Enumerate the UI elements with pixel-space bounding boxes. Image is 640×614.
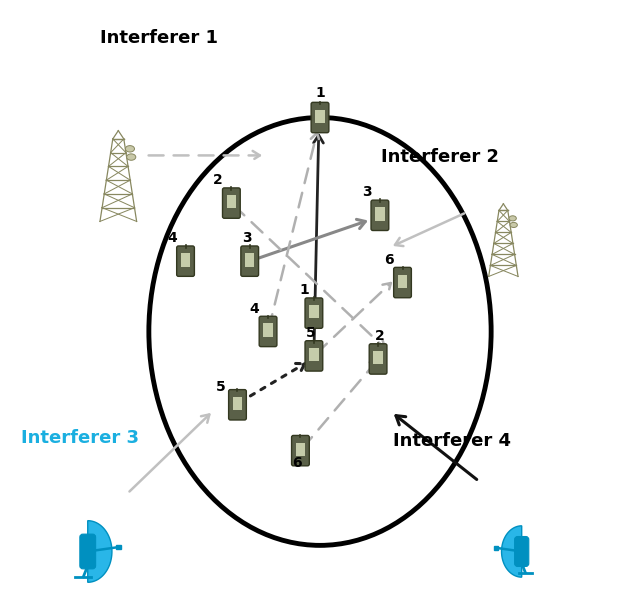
- FancyArrowPatch shape: [316, 283, 391, 354]
- Text: 1: 1: [315, 87, 325, 101]
- Text: 5: 5: [216, 380, 226, 394]
- Ellipse shape: [509, 216, 516, 221]
- FancyArrowPatch shape: [396, 416, 477, 480]
- FancyBboxPatch shape: [371, 200, 388, 230]
- Polygon shape: [88, 521, 112, 582]
- Bar: [296, 443, 305, 456]
- Text: Interferer 4: Interferer 4: [394, 432, 511, 450]
- FancyArrowPatch shape: [269, 133, 319, 328]
- Bar: [316, 109, 324, 123]
- FancyArrowPatch shape: [240, 363, 305, 402]
- Text: 5: 5: [306, 326, 316, 340]
- Bar: [180, 253, 190, 266]
- FancyBboxPatch shape: [80, 534, 95, 569]
- Polygon shape: [502, 526, 522, 577]
- Text: 6: 6: [292, 456, 302, 470]
- FancyBboxPatch shape: [311, 103, 329, 133]
- FancyArrowPatch shape: [314, 135, 323, 352]
- FancyBboxPatch shape: [394, 267, 412, 298]
- Text: Interferer 2: Interferer 2: [381, 148, 499, 166]
- Bar: [309, 305, 319, 319]
- Text: Interferer 3: Interferer 3: [20, 429, 138, 447]
- FancyBboxPatch shape: [177, 246, 195, 276]
- Text: 2: 2: [213, 173, 223, 187]
- Text: 3: 3: [242, 231, 252, 245]
- FancyArrowPatch shape: [302, 360, 378, 448]
- FancyBboxPatch shape: [223, 188, 240, 219]
- FancyArrowPatch shape: [395, 214, 464, 246]
- Ellipse shape: [125, 146, 134, 152]
- FancyBboxPatch shape: [292, 435, 309, 466]
- FancyArrowPatch shape: [234, 205, 385, 348]
- FancyBboxPatch shape: [259, 316, 277, 347]
- FancyBboxPatch shape: [369, 344, 387, 374]
- FancyBboxPatch shape: [241, 246, 259, 276]
- FancyBboxPatch shape: [305, 341, 323, 371]
- Ellipse shape: [127, 154, 136, 160]
- Text: 2: 2: [374, 329, 384, 343]
- Bar: [494, 546, 498, 550]
- FancyBboxPatch shape: [515, 537, 529, 567]
- FancyArrowPatch shape: [252, 219, 365, 260]
- Text: 4: 4: [250, 301, 259, 316]
- Bar: [373, 351, 383, 364]
- Ellipse shape: [510, 222, 517, 228]
- Bar: [263, 324, 273, 337]
- Bar: [397, 274, 407, 288]
- Bar: [233, 397, 243, 410]
- Bar: [227, 195, 236, 208]
- Bar: [116, 545, 121, 550]
- FancyArrowPatch shape: [129, 414, 209, 491]
- FancyArrowPatch shape: [148, 151, 260, 160]
- Bar: [245, 253, 255, 266]
- Bar: [375, 208, 385, 220]
- Text: 4: 4: [167, 231, 177, 245]
- Bar: [309, 348, 319, 361]
- Text: 6: 6: [384, 252, 394, 266]
- FancyBboxPatch shape: [228, 390, 246, 420]
- Text: Interferer 1: Interferer 1: [100, 29, 218, 47]
- FancyBboxPatch shape: [305, 298, 323, 328]
- Text: 3: 3: [362, 185, 371, 200]
- Text: 1: 1: [300, 283, 310, 297]
